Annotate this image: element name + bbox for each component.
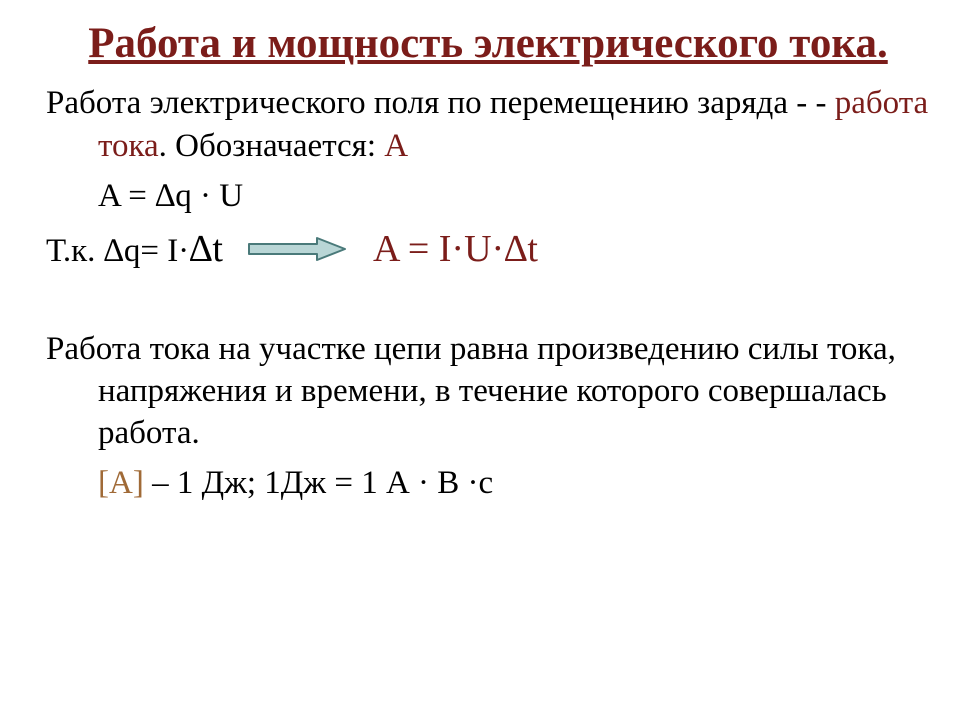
derivation-left: Т.к. ∆q= I·∆t [46,225,223,274]
units-bracket: [A] [98,465,144,501]
derivation-row: Т.к. ∆q= I·∆t A = I·U·∆t [46,225,930,274]
definition-symbol: А [384,128,408,164]
units-text: – 1 Дж; 1Дж = 1 А · В ·с [144,465,493,501]
spacer [46,282,930,328]
definition-paragraph: Работа электрического поля по перемещени… [46,82,930,166]
units-line: [A] – 1 Дж; 1Дж = 1 А · В ·с [46,462,930,504]
statement-paragraph: Работа тока на участке цепи равна произв… [46,328,930,455]
formula-a-equals-dq-u: A = ∆q · U [46,175,930,217]
slide-title: Работа и мощность электрического тока. [46,18,930,70]
slide: Работа и мощность электрического тока. Р… [0,0,960,720]
formula-a-equals-iut: A = I·U·∆t [373,225,538,274]
slide-body: Работа электрического поля по перемещени… [46,82,930,504]
definition-pretext: Работа электрического поля по перемещени… [46,85,835,121]
definition-midtext: . Обозначается: [159,128,385,164]
implies-arrow-icon [247,235,347,263]
